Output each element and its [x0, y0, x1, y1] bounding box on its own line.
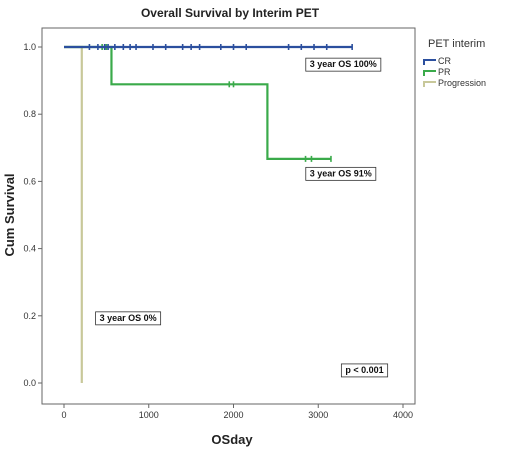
annotation-text: 3 year OS 0%	[100, 313, 157, 323]
x-tick-label: 4000	[393, 410, 413, 420]
annotation-box: 3 year OS 0%	[95, 311, 162, 326]
legend-label-cr: CR	[438, 56, 451, 66]
annotation-box: 3 year OS 100%	[305, 57, 382, 72]
x-tick-label: 3000	[308, 410, 328, 420]
x-axis-label: OSday	[211, 432, 253, 447]
legend-swatch-pr	[423, 70, 436, 76]
annotation-frame	[305, 166, 377, 181]
plot-frame	[41, 27, 416, 405]
legend-title: PET interim	[428, 38, 485, 50]
y-axis-label: Cum Survival	[2, 173, 17, 256]
y-tick-label: 0.0	[23, 378, 36, 388]
annotation-box: p < 0.001	[340, 363, 389, 378]
x-axis-ticks: 0 1000 2000 3000 4000	[61, 404, 413, 420]
legend-label-progression: Progression	[438, 78, 486, 88]
annotation-box: 3 year OS 91%	[305, 166, 377, 181]
annotation-frame	[305, 57, 382, 72]
legend-item-cr: CR	[423, 56, 451, 66]
y-tick-label: 0.2	[23, 311, 36, 321]
y-tick-label: 0.4	[23, 244, 36, 254]
series-layer	[64, 44, 353, 383]
x-tick-label: 1000	[139, 410, 159, 420]
y-tick-label: 1.0	[23, 42, 36, 52]
legend-label-pr: PR	[438, 67, 451, 77]
y-axis-ticks: 0.0 0.2 0.4 0.6 0.8 1.0	[23, 42, 42, 388]
annotation-frame	[95, 311, 162, 326]
series-cr	[64, 44, 353, 50]
y-tick-label: 0.8	[23, 109, 36, 119]
chart-title: Overall Survival by Interim PET	[141, 6, 320, 20]
annotation-text: 3 year OS 100%	[310, 59, 377, 69]
legend-swatch-cr	[423, 59, 436, 65]
x-tick-label: 0	[61, 410, 66, 420]
legend-item-progression: Progression	[423, 78, 486, 88]
annotation-text: 3 year OS 91%	[310, 168, 372, 178]
legend-swatch-progression	[423, 81, 436, 87]
annotation-layer: 3 year OS 100% 3 year OS 91% 3 year OS 0% p…	[95, 57, 389, 378]
annotation-text: p < 0.001	[345, 365, 383, 375]
annotation-frame	[340, 363, 389, 378]
legend-item-pr: PR	[423, 67, 451, 77]
x-tick-label: 2000	[223, 410, 243, 420]
y-tick-label: 0.6	[23, 176, 36, 186]
